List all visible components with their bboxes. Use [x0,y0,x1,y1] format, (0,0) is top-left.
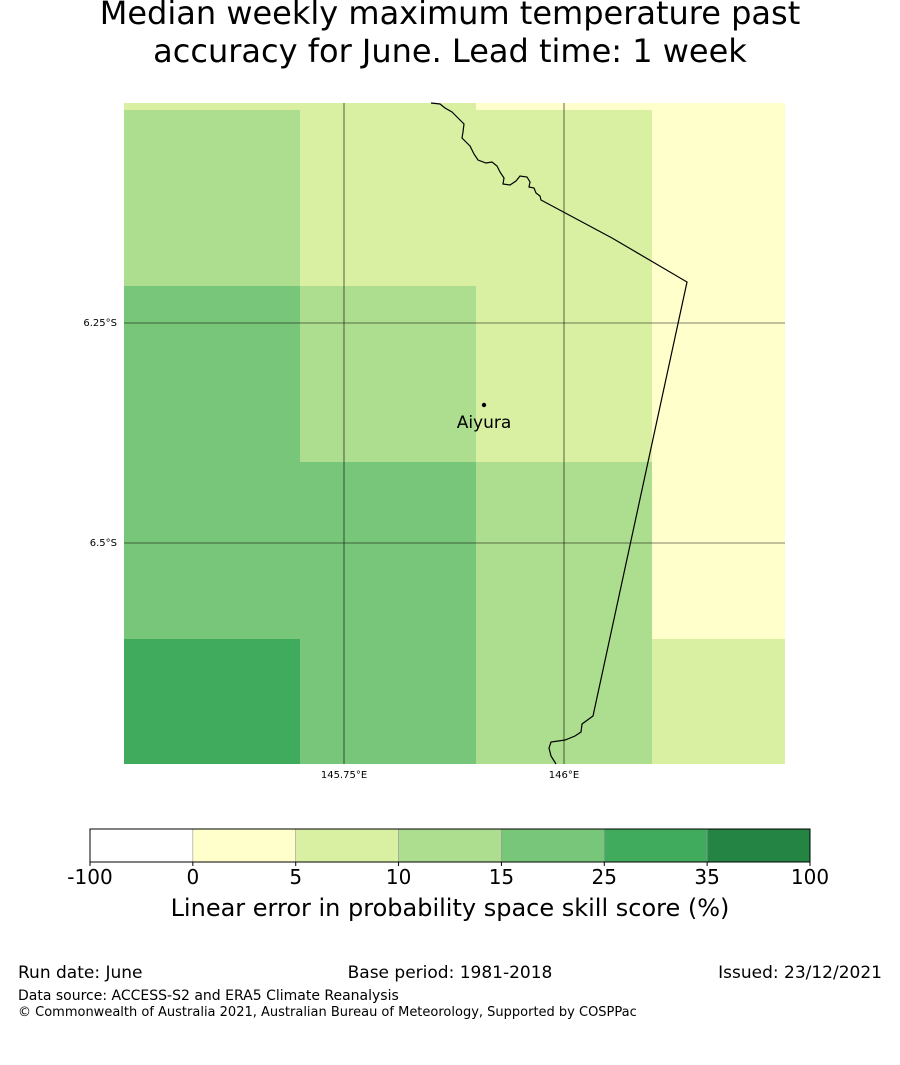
grid-cell-r0-c0 [124,110,300,286]
lat-label-6-5: 6.5°S [90,538,117,549]
grid-cell-r3-c1 [300,639,476,764]
colorbar-ticks: -100 0 5 10 15 25 35 100 [67,862,829,889]
copyright: © Commonwealth of Australia 2021, Austra… [18,1005,637,1020]
colorbar-segment [398,828,502,863]
province-boundary [430,102,688,765]
colorbar-tick-label: 0 [186,865,199,889]
grid-cell-r0-c1 [300,110,476,286]
colorbar-tick-label: 5 [289,865,302,889]
colorbar-tick-label: 35 [694,865,719,889]
grid-cell-r2-c3 [652,462,785,639]
issued-date: Issued: 23/12/2021 [718,963,882,983]
colorbar-segment [192,828,297,863]
colorbar-tick-label: 100 [791,865,829,889]
graticule [124,103,785,764]
grid-cell-r3-c3 [652,639,785,764]
colorbar-segment [295,828,399,863]
colorbar-segment [501,828,605,863]
colorbar-tick-label: -100 [67,865,112,889]
map-panel: Aiyura 6.25°S 6.5°S 145.75°E 146°E [83,102,785,781]
colorbar-tick-label: 15 [489,865,514,889]
grid-cell-r2-c1 [300,462,476,639]
title-line-1: Median weekly maximum temperature past [99,0,801,32]
grid-cell-r1-c3 [652,286,785,462]
grid-cell-r2-c0 [124,462,300,639]
place-marker-aiyura: Aiyura [457,402,512,433]
title-line-2: accuracy for June. Lead time: 1 week [153,32,747,70]
aiyura-dot-icon [481,402,487,408]
lon-label-146: 146°E [549,770,579,781]
map-title: Median weekly maximum temperature past a… [0,0,900,70]
lat-label-6-25: 6.25°S [83,318,117,329]
grid-cell-r0-c3 [652,110,785,286]
place-label: Aiyura [457,413,512,433]
colorbar-tick-label: 25 [592,865,617,889]
colorbar-segment [603,828,708,863]
base-period: Base period: 1981-2018 [347,963,553,983]
colorbar-segment [706,828,811,863]
colorbar-outline [89,828,811,863]
grid-cell-top-strip-b [476,103,785,110]
grid-cell-top-strip-a [124,103,476,110]
grid-cell-r3-c0 [124,639,300,764]
colorbar-tick-label: 10 [386,865,411,889]
grid-cell-r1-c1 [300,286,476,462]
grid-cell-r1-c0 [124,286,300,462]
data-source: Data source: ACCESS-S2 and ERA5 Climate … [18,988,399,1004]
colorbar-segment [89,828,194,863]
colorbar: -100 0 5 10 15 25 35 100 [67,828,829,889]
lon-label-145-75: 145.75°E [321,770,367,781]
colorbar-label: Linear error in probability space skill … [170,894,730,922]
run-date: Run date: June [18,963,143,983]
colorbar-segments [89,828,811,863]
